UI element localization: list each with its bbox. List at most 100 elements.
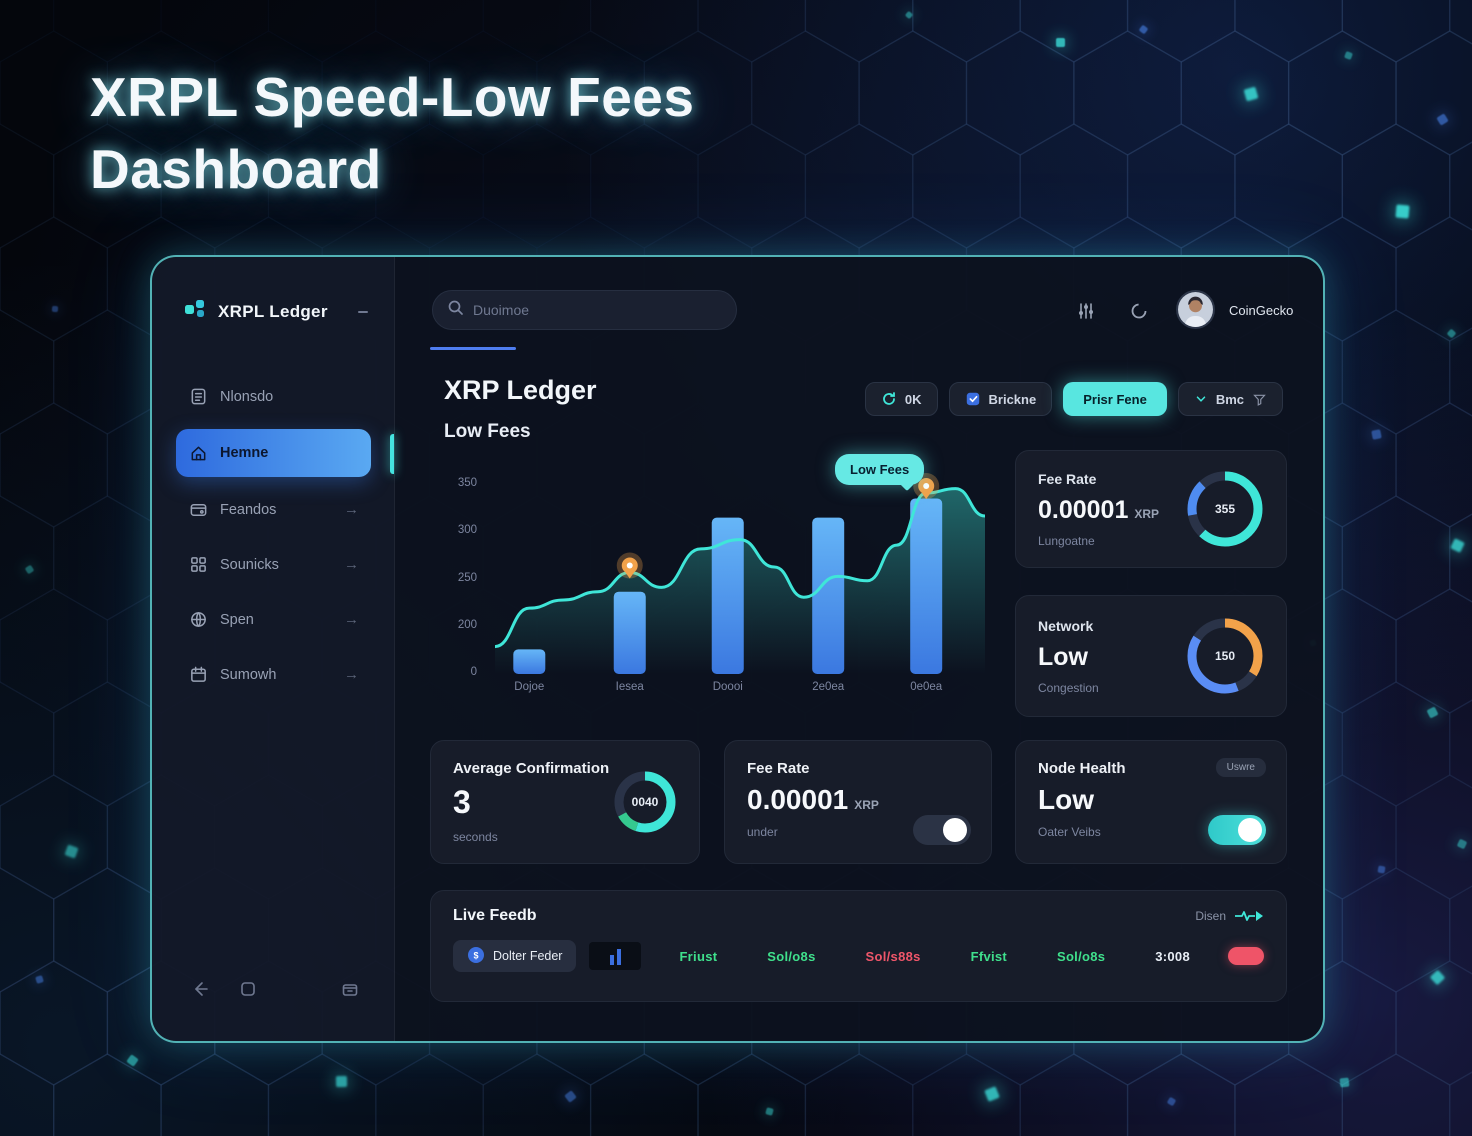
prisr-fene-button[interactable]: Prisr Fene <box>1063 382 1167 416</box>
dashboard-window: XRPL Ledger Nlonsdo Hemne Feandos → Sounicks… <box>150 255 1325 1043</box>
home-icon <box>188 443 208 463</box>
particle <box>1371 429 1382 440</box>
chevron-right-icon: → <box>344 666 359 683</box>
live-feed-card: Live Feedb Disen $ Dolter Feder Friust So… <box>430 890 1287 1002</box>
collapse-icon[interactable] <box>358 310 368 313</box>
card-subtitle: under <box>747 825 778 839</box>
confirmation-value: 3 <box>453 784 471 820</box>
sidebar-item-sounicks[interactable]: Sounicks → <box>176 542 371 587</box>
card-title: Fee Rate <box>747 760 810 777</box>
xrpl-logo-icon <box>184 297 208 326</box>
back-arrow-icon[interactable] <box>190 979 210 999</box>
fee-rate-unit: XRP <box>1134 506 1160 521</box>
toggle-knob <box>943 818 967 842</box>
sidebar: XRPL Ledger Nlonsdo Hemne Feandos → Sounicks… <box>152 257 395 1041</box>
sidebar-item-sumowh[interactable]: Sumowh → <box>176 652 371 697</box>
calendar-icon <box>188 665 208 685</box>
live-feed-title: Live Feedb <box>453 907 537 924</box>
particle <box>335 1075 348 1088</box>
live-feed-link[interactable]: Disen <box>1195 909 1264 923</box>
network-card: Network Low Congestion 150 <box>1015 595 1287 717</box>
wallet-icon <box>188 500 208 520</box>
filter-icon <box>1252 392 1267 407</box>
fee-rate-value: 0.00001 <box>747 784 849 815</box>
button-label: 0K <box>904 391 922 407</box>
user-avatar[interactable] <box>1176 290 1215 329</box>
fee-rate-card: Fee Rate 0.00001 XRP Lungoatne 355 <box>1015 450 1287 568</box>
feed-selector[interactable]: $ Dolter Feder <box>453 940 577 972</box>
page-title-line2: Dashboard <box>90 137 382 200</box>
square-icon[interactable] <box>238 979 258 999</box>
page-title: XRPL Speed-Low Fees Dashboard <box>90 62 694 205</box>
ticker-row: Friust Sol/o8s Sol/s88s Ffvist Sol/o8s 3:008 <box>654 949 1215 964</box>
x-tick-label: Dojoe <box>514 681 545 693</box>
card-title: Fee Rate <box>1038 470 1097 487</box>
section-title: XRP Ledger <box>444 375 597 405</box>
fee-rate-toggle-card: Fee Rate 0.00001 XRP under <box>724 740 992 864</box>
chart-tooltip: Low Fees <box>835 454 925 485</box>
network-value: Low <box>1038 642 1088 671</box>
feed-selector-label: Dolter Feder <box>493 949 563 963</box>
node-health-value: Low <box>1038 784 1094 815</box>
svg-text:0040: 0040 <box>632 795 659 809</box>
y-tick-label: 0 <box>470 666 477 679</box>
particle <box>1395 204 1410 219</box>
sidebar-item-hemne[interactable]: Hemne <box>176 429 371 477</box>
refresh-icon <box>881 391 897 407</box>
sidebar-footer <box>190 979 360 999</box>
bmc-button[interactable]: Bmc <box>1177 382 1283 416</box>
card-title: Node Health <box>1038 760 1126 777</box>
sidebar-item-nlonsdo[interactable]: Nlonsdo <box>176 374 371 419</box>
main-content: CoinGecko XRP Ledger Low Fees 0K Brickne P… <box>395 257 1323 1041</box>
live-feed-link-label: Disen <box>1195 909 1226 923</box>
sidebar-item-spen[interactable]: Spen → <box>176 597 371 642</box>
marker-pin-icon <box>616 552 643 579</box>
search-input[interactable] <box>473 302 722 318</box>
sidebar-item-feandos[interactable]: Feandos → <box>176 487 371 532</box>
section-subtitle: Low Fees <box>444 421 531 442</box>
sidebar-nav: Nlonsdo Hemne Feandos → Sounicks → Spen → Sumowh… <box>176 374 371 707</box>
box-icon <box>965 391 981 407</box>
active-tab-underline <box>430 347 516 350</box>
svg-text:$: $ <box>473 950 478 960</box>
globe-icon <box>188 610 208 630</box>
loader-ring-button[interactable] <box>1121 293 1157 329</box>
ticker-item: Sol/s88s <box>865 948 921 964</box>
search-bar[interactable] <box>432 290 737 330</box>
y-tick-label: 350 <box>457 477 477 489</box>
ticker-item: Sol/o8s <box>767 948 816 964</box>
app-logo: XRPL Ledger <box>152 257 394 326</box>
svg-text:150: 150 <box>1215 649 1235 663</box>
x-tick-label: Doooi <box>712 681 743 693</box>
pulse-arrow-icon <box>1235 911 1263 921</box>
fees-chart <box>495 472 985 674</box>
sidebar-item-label: Hemne <box>220 445 269 461</box>
button-label: Bmc <box>1215 391 1244 407</box>
y-tick-label: 200 <box>457 618 477 631</box>
app-name: XRPL Ledger <box>218 301 328 321</box>
particle <box>1056 38 1065 47</box>
coin-icon: $ <box>467 946 485 967</box>
fee-rate-unit: XRP <box>854 798 879 812</box>
refresh-button[interactable]: 0K <box>864 382 938 416</box>
chevron-right-icon: → <box>344 611 359 628</box>
fee-rate-toggle[interactable] <box>913 815 971 845</box>
ticker-item: Ffvist <box>970 948 1008 964</box>
particle <box>1377 865 1386 874</box>
network-gauge: 150 <box>1187 618 1263 694</box>
active-indicator <box>390 434 394 474</box>
account-name: CoinGecko <box>1229 303 1294 318</box>
sliders-button[interactable] <box>1068 293 1104 329</box>
fee-rate-value: 0.00001 <box>1038 495 1129 524</box>
grid-icon <box>188 555 208 575</box>
particle <box>51 305 59 313</box>
confirmation-gauge: 0040 <box>614 771 676 833</box>
card-subtitle: Lungoatne <box>1038 533 1095 548</box>
x-tick-label: 0e0ea <box>910 681 943 693</box>
average-confirmation-card: Average Confirmation 3 seconds 0040 <box>430 740 700 864</box>
page-title-line1: XRPL Speed-Low Fees <box>90 66 695 128</box>
node-health-toggle[interactable] <box>1208 815 1266 845</box>
svg-text:355: 355 <box>1215 502 1235 516</box>
brickne-button[interactable]: Brickne <box>948 382 1053 416</box>
archive-icon[interactable] <box>340 979 360 999</box>
